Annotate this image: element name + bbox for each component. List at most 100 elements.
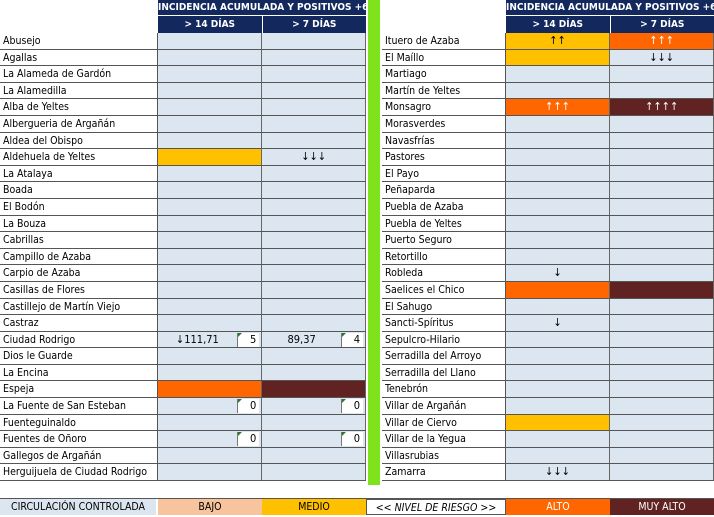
table-row: El Sahugo	[382, 299, 714, 316]
cell-14-days	[506, 83, 611, 99]
cell-14-days	[506, 66, 611, 82]
cell-7-days	[262, 216, 366, 232]
cell-14-days	[158, 166, 263, 182]
municipality-name: Cabrillas	[0, 232, 158, 248]
municipality-name: El Bodón	[0, 199, 158, 215]
cell-14-days	[158, 315, 263, 331]
positives-count: 0	[237, 432, 259, 446]
positives-count: 5	[237, 333, 259, 347]
left-header: INCIDENCIA ACUMULADA Y POSITIVOS +60 AÑO…	[158, 0, 366, 33]
municipality-name: Sancti-Spíritus	[382, 315, 506, 331]
municipality-name: Gallegos de Argañán	[0, 448, 158, 464]
cell-7-days	[610, 315, 714, 331]
cell-7-days	[262, 66, 366, 82]
table-row: Pastores	[382, 149, 714, 166]
municipality-name: Morasverdes	[382, 116, 506, 132]
table-row: Albergueria de Argañán	[0, 116, 366, 133]
municipality-name: La Atalaya	[0, 166, 158, 182]
table-row: La Alameda de Gardón	[0, 66, 366, 83]
right-header: INCIDENCIA ACUMULADA Y POSITIVOS +60 AÑO…	[506, 0, 714, 33]
cell-7-days	[610, 216, 714, 232]
cell-14-days	[506, 299, 611, 315]
table-row: Peñaparda	[382, 182, 714, 199]
cell-14-days	[158, 299, 263, 315]
municipality-name: Zamarra	[382, 464, 506, 480]
cell-7-days	[262, 365, 366, 381]
cell-7-days	[262, 199, 366, 215]
table-row: Monsagro↑↑↑↑↑↑↑	[382, 99, 714, 116]
table-row: Casillas de Flores	[0, 282, 366, 299]
cell-14-days: 0	[158, 398, 263, 414]
table-row: Fuenteguinaldo	[0, 415, 366, 432]
cell-14-days	[158, 199, 263, 215]
cell-14-days	[158, 282, 263, 298]
cell-7-days	[262, 415, 366, 431]
cell-7-days	[262, 348, 366, 364]
cell-14-days	[158, 182, 263, 198]
cell-7-days	[610, 182, 714, 198]
risk-legend: CIRCULACIÓN CONTROLADA BAJO MEDIO << NIV…	[0, 498, 714, 515]
municipality-name: Peñaparda	[382, 182, 506, 198]
municipality-name: Herguijuela de Ciudad Rodrigo	[0, 464, 158, 480]
table-row: Puerto Seguro	[382, 232, 714, 249]
cell-14-days	[158, 83, 263, 99]
cell-7-days: ↑↑↑↑	[610, 99, 714, 115]
municipality-name: Castraz	[0, 315, 158, 331]
municipality-name: Villar de Ciervo	[382, 415, 506, 431]
cell-14-days	[158, 448, 263, 464]
municipality-name: Tenebrón	[382, 381, 506, 397]
municipality-name: Castillejo de Martín Viejo	[0, 299, 158, 315]
legend-controlada: CIRCULACIÓN CONTROLADA	[0, 499, 158, 515]
cell-7-days	[262, 133, 366, 149]
cell-14-days	[506, 216, 611, 232]
cell-value: ↓111,71	[176, 333, 219, 346]
municipality-name: Monsagro	[382, 99, 506, 115]
cell-14-days: 0	[158, 431, 263, 447]
municipality-name: Sepulcro-Hilario	[382, 332, 506, 348]
cell-7-days	[262, 315, 366, 331]
table-row: Serradilla del Llano	[382, 365, 714, 382]
table-row: Sepulcro-Hilario	[382, 332, 714, 349]
cell-7-days	[262, 249, 366, 265]
municipality-name: Retortillo	[382, 249, 506, 265]
municipality-name: Aldehuela de Yeltes	[0, 149, 158, 165]
cell-14-days	[506, 365, 611, 381]
municipality-name: Casillas de Flores	[0, 282, 158, 298]
table-row: Saelices el Chico	[382, 282, 714, 299]
cell-7-days	[610, 166, 714, 182]
table-row: La Bouza	[0, 216, 366, 233]
table-row: Alba de Yeltes	[0, 99, 366, 116]
cell-7-days	[610, 249, 714, 265]
table-row: Castillejo de Martín Viejo	[0, 299, 366, 316]
legend-alto: ALTO	[506, 499, 610, 515]
cell-14-days	[506, 431, 611, 447]
cell-value: 89,37	[287, 333, 315, 346]
right-table: Ituero de Azaba↑↑↑↑↑El Maíllo↓↓↓Martiago…	[382, 33, 714, 481]
cell-7-days	[610, 464, 714, 480]
municipality-name: Ituero de Azaba	[382, 33, 506, 49]
cell-7-days	[610, 232, 714, 248]
table-row: La Atalaya	[0, 166, 366, 183]
table-row: Zamarra↓↓↓	[382, 464, 714, 481]
table-row: Martiago	[382, 66, 714, 83]
table-row: Puebla de Yeltes	[382, 216, 714, 233]
cell-14-days	[506, 166, 611, 182]
header-7-days: > 7 DÍAS	[263, 16, 367, 33]
cell-value: ↑↑↑	[545, 100, 570, 113]
municipality-name: Martín de Yeltes	[382, 83, 506, 99]
cell-14-days	[506, 116, 611, 132]
cell-7-days: 0	[262, 398, 366, 414]
table-row: Morasverdes	[382, 116, 714, 133]
cell-14-days	[506, 149, 611, 165]
municipality-name: Fuenteguinaldo	[0, 415, 158, 431]
cell-7-days	[610, 431, 714, 447]
cell-7-days	[610, 299, 714, 315]
cell-7-days	[262, 232, 366, 248]
municipality-name: La Encina	[0, 365, 158, 381]
separator-bar	[368, 0, 380, 485]
cell-7-days	[262, 50, 366, 66]
table-row: Tenebrón	[382, 381, 714, 398]
